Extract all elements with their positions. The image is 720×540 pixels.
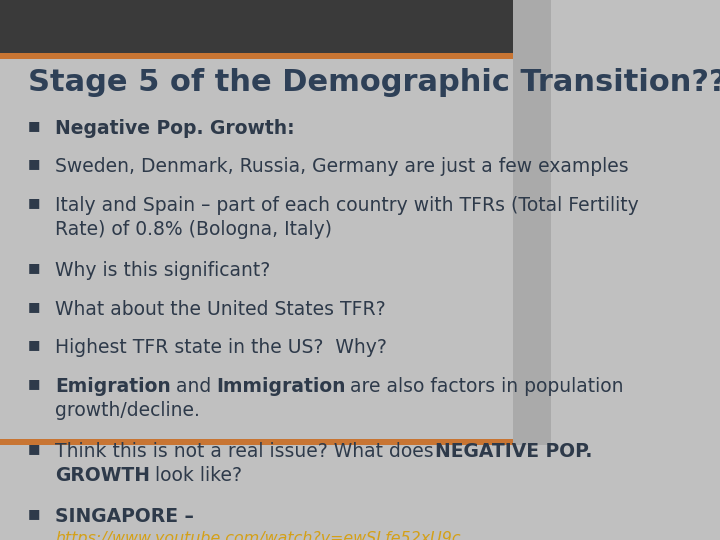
Text: and: and <box>169 377 217 396</box>
Text: Emigration: Emigration <box>55 377 171 396</box>
Text: GROWTH: GROWTH <box>55 465 150 484</box>
Text: Highest TFR state in the US?  Why?: Highest TFR state in the US? Why? <box>55 339 387 357</box>
Text: Sweden, Denmark, Russia, Germany are just a few examples: Sweden, Denmark, Russia, Germany are jus… <box>55 157 629 177</box>
Bar <box>0 53 552 59</box>
Text: look like?: look like? <box>149 465 242 484</box>
Text: ■: ■ <box>27 377 40 390</box>
Text: What about the United States TFR?: What about the United States TFR? <box>55 300 386 319</box>
Text: NEGATIVE POP.: NEGATIVE POP. <box>436 442 593 461</box>
Text: Negative Pop. Growth:: Negative Pop. Growth: <box>55 119 294 138</box>
Text: ■: ■ <box>27 507 40 520</box>
Text: ■: ■ <box>27 261 40 274</box>
Text: ■: ■ <box>27 157 40 171</box>
Text: ■: ■ <box>27 119 40 132</box>
Text: Why is this significant?: Why is this significant? <box>55 261 271 280</box>
Text: https://www.youtube.com/watch?v=ewSLfe52xU9c: https://www.youtube.com/watch?v=ewSLfe52… <box>55 531 461 540</box>
Text: growth/decline.: growth/decline. <box>55 401 200 420</box>
Text: Immigration: Immigration <box>216 377 346 396</box>
Text: ■: ■ <box>27 300 40 313</box>
FancyBboxPatch shape <box>0 0 552 53</box>
Text: Think this is not a real issue? What does: Think this is not a real issue? What doe… <box>55 442 440 461</box>
Bar <box>0 440 552 444</box>
Text: Stage 5 of the Demographic Transition??: Stage 5 of the Demographic Transition?? <box>27 68 720 97</box>
Text: Italy and Spain – part of each country with TFRs (Total Fertility: Italy and Spain – part of each country w… <box>55 196 639 215</box>
Text: ■: ■ <box>27 442 40 455</box>
Text: ■: ■ <box>27 196 40 209</box>
Text: are also factors in population: are also factors in population <box>344 377 624 396</box>
Text: SINGAPORE –: SINGAPORE – <box>55 507 194 526</box>
Text: Rate) of 0.8% (Bologna, Italy): Rate) of 0.8% (Bologna, Italy) <box>55 220 332 239</box>
Bar <box>513 0 552 444</box>
Text: ■: ■ <box>27 339 40 352</box>
